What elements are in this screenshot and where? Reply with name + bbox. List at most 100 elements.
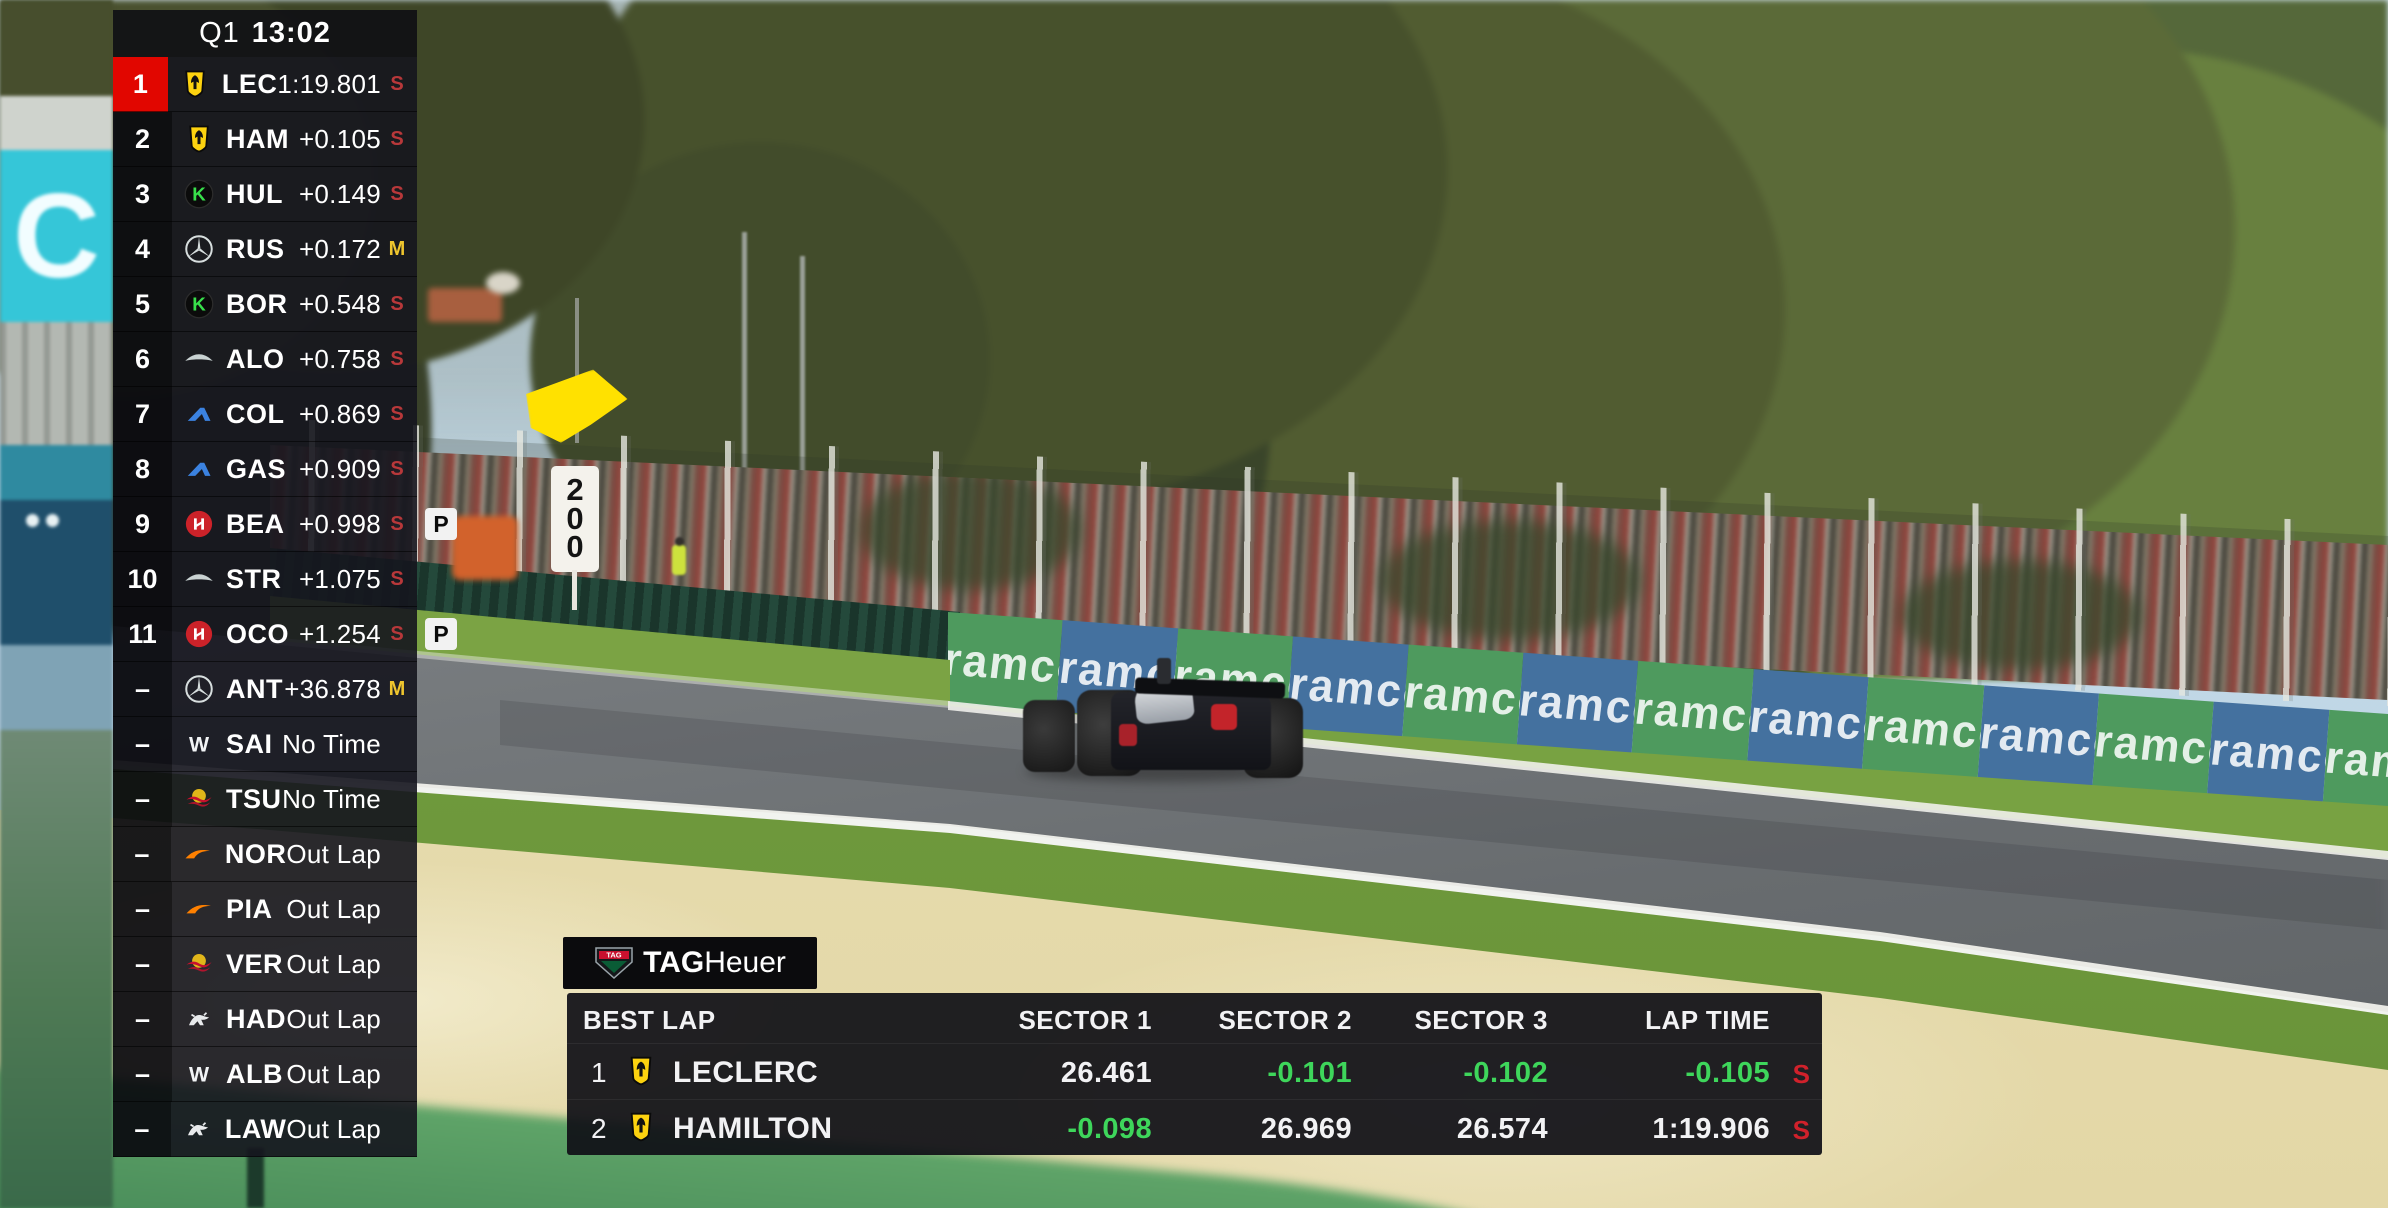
gap-time: +0.909 [298, 453, 381, 484]
driver-code: ANT [226, 673, 283, 704]
driver-cell: VER Out Lap [172, 937, 417, 992]
billboard-letter: C [13, 169, 100, 303]
mercedes-team-logo-icon [184, 674, 214, 704]
mclaren-team-logo-icon [184, 894, 214, 924]
position-cell: – [113, 1102, 171, 1157]
tower-row: 7 COL +0.869 S [113, 387, 417, 442]
driver-cell: W ALB Out Lap [172, 1047, 417, 1102]
ferrari-team-logo-icon [625, 1055, 657, 1087]
gap-time: Out Lap [286, 893, 381, 924]
position-cell: 11 [113, 607, 172, 662]
driver-code: RUS [226, 233, 285, 264]
svg-text:TAG: TAG [606, 951, 621, 960]
timing-tower: Q1 13:02 1 LEC 1:19.801 S 2 HAM +0.105 S 3 K HUL +0… [113, 10, 457, 1157]
tower-row: 1 LEC 1:19.801 S [113, 57, 417, 112]
distance-board-digit: 2 [566, 471, 584, 507]
gap-time: +0.758 [298, 343, 381, 374]
driver-code: TSU [226, 783, 282, 814]
position-cell: 1 [113, 57, 168, 112]
driver-code: STR [226, 563, 282, 594]
driver-code: BEA [226, 508, 285, 539]
laptime-header: LAP TIME [1645, 1005, 1770, 1035]
best-lap-driver-name: LECLERC [673, 1056, 819, 1089]
car-front-tyre [1023, 700, 1075, 772]
driver-cell: W SAI No Time [172, 717, 417, 772]
driver-code: GAS [226, 453, 287, 484]
gap-time: Out Lap [286, 1058, 381, 1089]
orange-tarp [452, 516, 518, 580]
track-marshal [672, 537, 686, 575]
driver-cell: BEA +0.998 S [172, 497, 417, 552]
driver-code: ALO [226, 343, 285, 374]
gap-time: Out Lap [286, 838, 381, 869]
gap-time: +0.548 [298, 288, 381, 319]
driver-cell: STR +1.075 S [172, 552, 417, 607]
tower-row: – ANT +36.878 M [113, 662, 417, 717]
tower-row: – NOR Out Lap [113, 827, 417, 882]
driver-code: LEC [221, 68, 278, 99]
tyre-compound-indicator: S [390, 72, 404, 95]
gap-time: 1:19.801 [277, 68, 381, 99]
tag-heuer-shield-icon: TAG [595, 947, 633, 980]
gap-time: +0.172 [298, 233, 381, 264]
car-tv-camera [1157, 658, 1171, 684]
distance-board-digit: 0 [566, 500, 584, 536]
position-cell: – [113, 937, 172, 992]
best-lap-cell-laptime: -0.105 [1685, 1057, 1770, 1089]
svg-text:W: W [189, 1063, 210, 1087]
mclaren-team-logo-icon [183, 839, 213, 869]
car-red-livery [1119, 724, 1137, 746]
sponsor-badge: TAG TAGHeuer [563, 937, 817, 989]
driver-cell: NOR Out Lap [170, 827, 417, 882]
gap-time: +0.869 [298, 398, 381, 429]
gap-time: No Time [282, 728, 381, 759]
best-lap-position: 1 [591, 1057, 607, 1088]
tower-row: 9 BEA +0.998 S P [113, 497, 457, 552]
driver-cell: COL +0.869 S [172, 387, 417, 442]
position-cell: – [113, 717, 172, 772]
best-lap-cell-sector3: 26.574 [1456, 1113, 1548, 1145]
driver-code: ALB [226, 1058, 283, 1089]
board-dot [26, 514, 39, 527]
tower-row: – LAW Out Lap [113, 1102, 417, 1157]
best-lap-cell-laptime: 1:19.906 [1652, 1113, 1770, 1145]
driver-cell: GAS +0.909 S [172, 442, 417, 497]
position-cell: – [113, 662, 172, 717]
best-lap-header: BEST LAP SECTOR 1 SECTOR 2 SECTOR 3 LAP … [567, 993, 1822, 1043]
tyre-compound-indicator: S [390, 182, 404, 205]
driver-code: COL [226, 398, 285, 429]
pale-board [0, 645, 113, 730]
gap-time: No Time [282, 783, 381, 814]
driver-code: BOR [226, 288, 288, 319]
foreground-post [247, 1148, 264, 1208]
position-cell: – [113, 992, 172, 1047]
best-lap-row: 1 LECLERC 26.461 -0.101 -0.102 -0.105 S [567, 1043, 1822, 1099]
gap-time: +36.878 [284, 673, 381, 704]
left-grass [0, 730, 113, 1208]
blue-board [0, 500, 113, 645]
tower-row: 3 K HUL +0.149 S [113, 167, 417, 222]
tyre-compound-indicator: S [390, 512, 404, 535]
gap-time: +0.105 [298, 123, 381, 154]
driver-code: PIA [226, 893, 273, 924]
position-cell: 7 [113, 387, 172, 442]
gap-time: +1.075 [298, 563, 381, 594]
driver-cell: HAD Out Lap [172, 992, 417, 1047]
ferrari-team-logo-icon [184, 124, 214, 154]
williams-team-logo-icon: W [184, 1059, 214, 1089]
tower-row: – W SAI No Time [113, 717, 417, 772]
tyre-compound-indicator: S [1792, 1059, 1810, 1089]
ferrari-team-logo-icon [625, 1111, 657, 1143]
tower-row: 11 OCO +1.254 S P [113, 607, 457, 662]
board-dot [46, 514, 59, 527]
tower-row: 4 RUS +0.172 M [113, 222, 417, 277]
racingbulls-team-logo-icon [184, 1004, 214, 1034]
tower-row: – VER Out Lap [113, 937, 417, 992]
concrete-wall [0, 322, 113, 445]
tower-row: 2 HAM +0.105 S [113, 112, 417, 167]
position-cell: 9 [113, 497, 172, 552]
driver-cell: RUS +0.172 M [172, 222, 417, 277]
session-header: Q1 13:02 [113, 10, 417, 57]
